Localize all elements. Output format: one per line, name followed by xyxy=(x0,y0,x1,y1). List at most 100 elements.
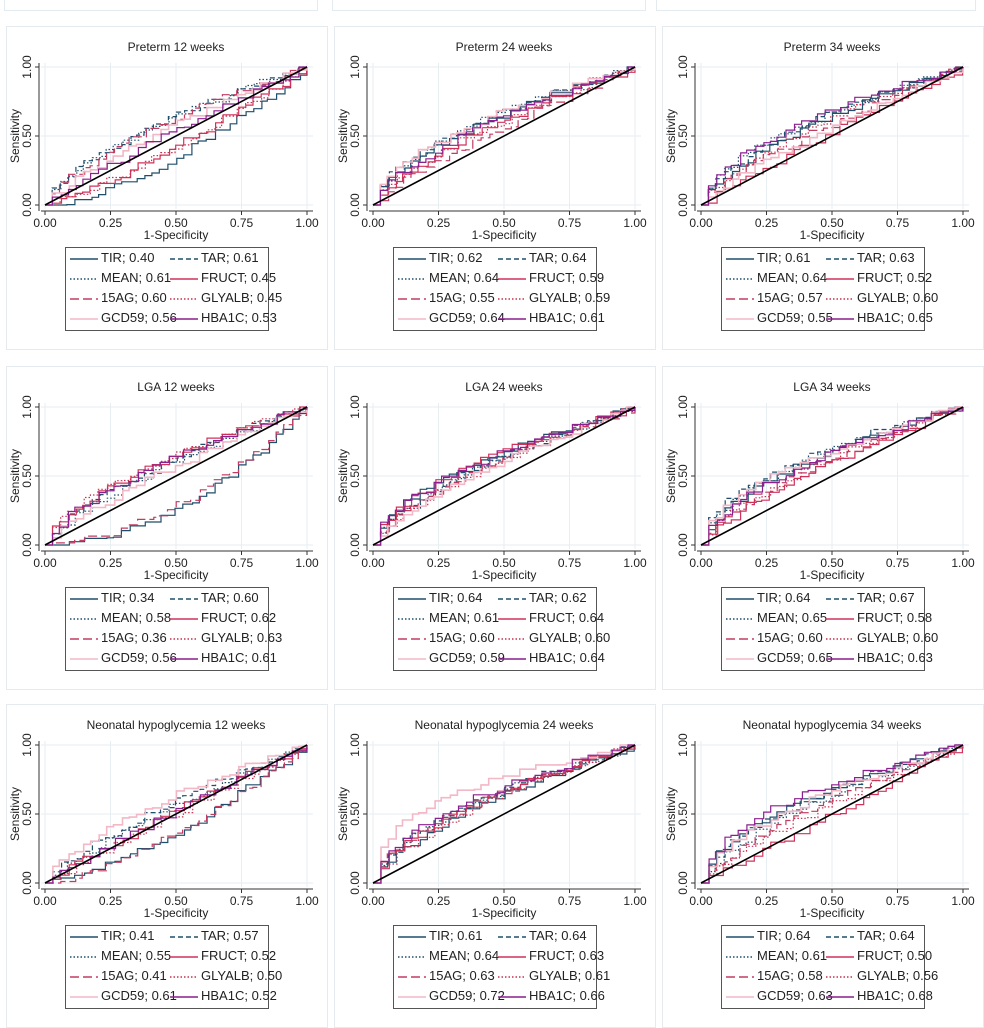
y-tick-label: 0.00 xyxy=(20,533,34,557)
roc-curve-hba1c xyxy=(701,66,964,206)
legend: TIR; 0.64 TAR; 0.62 MEAN; 0.61 FRUCT; 0.64 1… xyxy=(393,587,610,671)
legend-item-15ag: 15AG; 0.60 xyxy=(726,628,823,648)
legend-label: GLYALB; 0.60 xyxy=(529,630,611,645)
legend-swatch xyxy=(826,277,854,280)
legend-item-hba1c: HBA1C; 0.65 xyxy=(826,308,933,328)
x-tick-label: 0.75 xyxy=(230,216,254,230)
legend-label: TAR; 0.64 xyxy=(529,928,587,943)
legend-label: FRUCT; 0.52 xyxy=(201,948,277,963)
roc-panel: LGA 12 weeks 0.00 0.25 0.50 0.75 1.00 0.00 0.50… xyxy=(6,366,328,690)
legend-label: HBA1C; 0.61 xyxy=(201,650,277,665)
roc-plot: LGA 34 weeks 0.00 0.25 0.50 0.75 1.00 0.00 0.50… xyxy=(664,380,975,582)
legend-item-tar: TAR; 0.64 xyxy=(826,926,915,946)
legend-swatch xyxy=(498,935,526,938)
x-tick-label: 0.25 xyxy=(99,216,123,230)
legend-item-15ag: 15AG; 0.55 xyxy=(398,288,495,308)
roc-panel: Preterm 12 weeks 0.00 0.25 0.50 0.75 1.00 0.00… xyxy=(6,26,328,350)
legend-label: MEAN; 0.55 xyxy=(101,948,172,963)
legend-item-fruct: FRUCT; 0.63 xyxy=(498,946,604,966)
legend-swatch xyxy=(498,975,526,978)
legend-label: FRUCT; 0.45 xyxy=(201,270,277,285)
legend-label: GLYALB; 0.63 xyxy=(201,630,283,645)
legend-swatch xyxy=(726,277,754,280)
legend-label: MEAN; 0.61 xyxy=(757,948,828,963)
legend-item-mean: MEAN; 0.61 xyxy=(70,268,171,288)
legend-item-tar: TAR; 0.57 xyxy=(170,926,259,946)
legend-label: MEAN; 0.61 xyxy=(101,270,172,285)
legend-swatch xyxy=(170,657,198,660)
y-tick-label: 1.00 xyxy=(20,55,34,79)
legend-swatch xyxy=(398,297,426,300)
y-tick-label: 0.50 xyxy=(20,802,34,826)
x-tick-label: 1.00 xyxy=(295,216,319,230)
roc-panel: Neonatal hypoglycemia 24 weeks 0.00 0.25 0.… xyxy=(334,704,656,1028)
legend-swatch xyxy=(726,935,754,938)
roc-curve-tir xyxy=(45,406,307,546)
legend-swatch xyxy=(726,597,754,600)
legend-item-hba1c: HBA1C; 0.63 xyxy=(826,648,933,668)
x-tick-label: 0.50 xyxy=(164,216,188,230)
legend-swatch xyxy=(170,277,198,280)
legend-swatch xyxy=(498,257,526,260)
legend-label: HBA1C; 0.52 xyxy=(201,988,277,1003)
legend-item-gcd59: GCD59; 0.72 xyxy=(398,986,505,1006)
y-axis-label: Sensitivity xyxy=(8,109,22,163)
x-tick-label: 0.75 xyxy=(230,894,254,908)
legend-label: GLYALB; 0.61 xyxy=(529,968,611,983)
reference-line xyxy=(44,406,308,546)
y-tick-label: 0.50 xyxy=(676,802,690,826)
legend-label: GCD59; 0.61 xyxy=(101,988,177,1003)
legend-swatch xyxy=(826,257,854,260)
x-tick-label: 0.75 xyxy=(886,894,910,908)
roc-curve-hba1c xyxy=(45,407,308,546)
reference-line xyxy=(44,66,308,206)
roc-curve-glyalb xyxy=(45,406,308,546)
legend-swatch xyxy=(398,995,426,998)
legend-item-glyalb: GLYALB; 0.59 xyxy=(498,288,610,308)
y-tick-label: 1.00 xyxy=(348,733,362,757)
x-tick-label: 0.00 xyxy=(33,556,57,570)
legend-label: GCD59; 0.63 xyxy=(757,988,833,1003)
legend-item-fruct: FRUCT; 0.52 xyxy=(170,946,276,966)
legend-label: TIR; 0.61 xyxy=(429,928,483,943)
panel-title: LGA 24 weeks xyxy=(465,380,542,394)
roc-curve-15ag xyxy=(45,745,308,884)
legend-swatch xyxy=(170,597,198,600)
x-tick-label: 0.25 xyxy=(99,556,123,570)
legend-swatch xyxy=(498,317,526,320)
legend-item-mean: MEAN; 0.55 xyxy=(70,946,171,966)
x-axis-label: 1-Specificity xyxy=(144,906,209,920)
legend-swatch xyxy=(398,597,426,600)
legend-item-tir: TIR; 0.64 xyxy=(726,588,810,608)
roc-panel: LGA 24 weeks 0.00 0.25 0.50 0.75 1.00 0.00 0.50… xyxy=(334,366,656,690)
reference-line xyxy=(372,66,636,206)
legend-swatch xyxy=(726,297,754,300)
legend-swatch xyxy=(70,317,98,320)
x-tick-label: 0.00 xyxy=(689,556,713,570)
legend-label: 15AG; 0.36 xyxy=(101,630,167,645)
roc-curve-tar xyxy=(45,66,308,206)
legend-item-hba1c: HBA1C; 0.53 xyxy=(170,308,277,328)
legend-swatch xyxy=(826,597,854,600)
y-tick-label: 1.00 xyxy=(348,395,362,419)
legend-item-mean: MEAN; 0.61 xyxy=(726,946,827,966)
legend-swatch xyxy=(826,975,854,978)
legend-swatch xyxy=(726,637,754,640)
legend-item-glyalb: GLYALB; 0.60 xyxy=(826,628,938,648)
legend-item-glyalb: GLYALB; 0.56 xyxy=(826,966,938,986)
legend-label: 15AG; 0.60 xyxy=(757,630,823,645)
reference-line xyxy=(372,744,636,884)
legend-item-hba1c: HBA1C; 0.52 xyxy=(170,986,277,1006)
legend-item-fruct: FRUCT; 0.59 xyxy=(498,268,604,288)
y-tick-label: 0.00 xyxy=(676,193,690,217)
legend-label: TAR; 0.60 xyxy=(201,590,259,605)
roc-curve-hba1c xyxy=(701,407,964,546)
roc-curve-fruct xyxy=(45,66,308,206)
legend-item-hba1c: HBA1C; 0.68 xyxy=(826,986,933,1006)
x-tick-label: 0.00 xyxy=(361,556,385,570)
legend-label: GCD59; 0.64 xyxy=(429,310,505,325)
roc-panel: Neonatal hypoglycemia 12 weeks 0.00 0.25 0.… xyxy=(6,704,328,1028)
x-tick-label: 1.00 xyxy=(951,216,975,230)
legend-item-15ag: 15AG; 0.36 xyxy=(70,628,167,648)
legend-label: TAR; 0.64 xyxy=(529,250,587,265)
